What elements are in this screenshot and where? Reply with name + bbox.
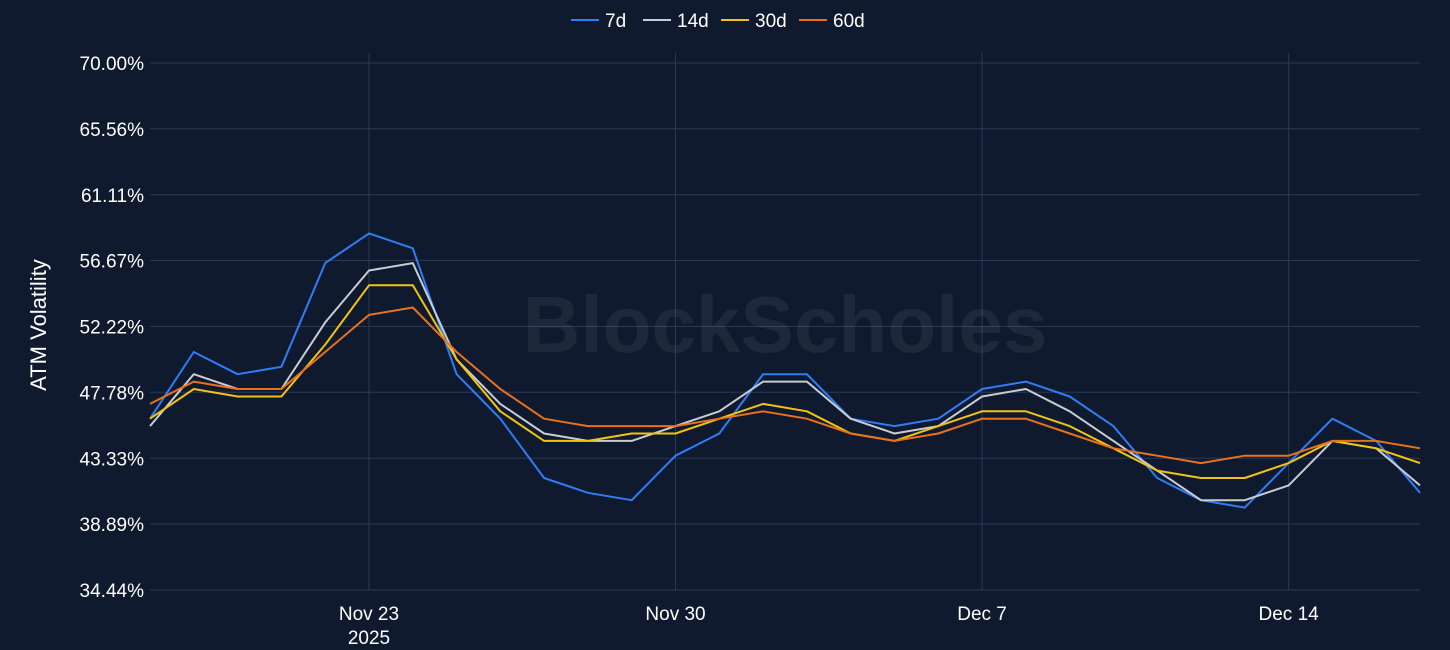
y-tick-labels: 70.00% 65.56% 61.11% 56.67% 52.22% 47.78% 43.3… xyxy=(80,54,145,602)
legend-label: 14d xyxy=(677,11,709,32)
x-tick-sublabel: 2025 xyxy=(348,628,390,649)
x-tick-label: Dec 14 xyxy=(1259,604,1320,625)
y-tick-label: 38.89% xyxy=(80,515,145,536)
legend-item-14d[interactable]: 14d xyxy=(643,11,709,32)
y-tick-label: 47.78% xyxy=(80,383,145,404)
series-line-30d xyxy=(149,284,1421,479)
x-tick-label: Nov 30 xyxy=(645,604,705,625)
x-tick-label: Dec 7 xyxy=(957,604,1007,625)
y-tick-label: 34.44% xyxy=(80,581,145,602)
grid xyxy=(150,53,1420,591)
legend-label: 30d xyxy=(755,11,787,32)
legend-label: 60d xyxy=(833,11,865,32)
x-tick-label: Nov 23 xyxy=(339,604,399,625)
legend-item-7d[interactable]: 7d xyxy=(571,11,626,32)
legend-item-60d[interactable]: 60d xyxy=(799,11,865,32)
y-tick-label: 52.22% xyxy=(80,318,145,339)
y-tick-label: 70.00% xyxy=(80,54,145,75)
x-tick-labels: Nov 23 2025 Nov 30 Dec 7 Dec 14 xyxy=(339,604,1319,649)
series-line-60d xyxy=(149,306,1421,465)
y-tick-label: 61.11% xyxy=(81,186,144,207)
legend[interactable]: 7d 14d 30d 60d xyxy=(571,11,865,32)
watermark: BlockScholes xyxy=(523,280,1048,369)
series-lines xyxy=(149,232,1421,509)
legend-item-30d[interactable]: 30d xyxy=(721,11,787,32)
y-axis-label: ATM Volatility xyxy=(26,259,51,391)
legend-label: 7d xyxy=(605,11,626,32)
series-line-7d xyxy=(149,232,1421,509)
series-line-14d xyxy=(149,262,1421,502)
y-tick-label: 43.33% xyxy=(80,449,145,470)
y-tick-label: 56.67% xyxy=(80,252,145,273)
y-tick-label: 65.56% xyxy=(80,120,145,141)
